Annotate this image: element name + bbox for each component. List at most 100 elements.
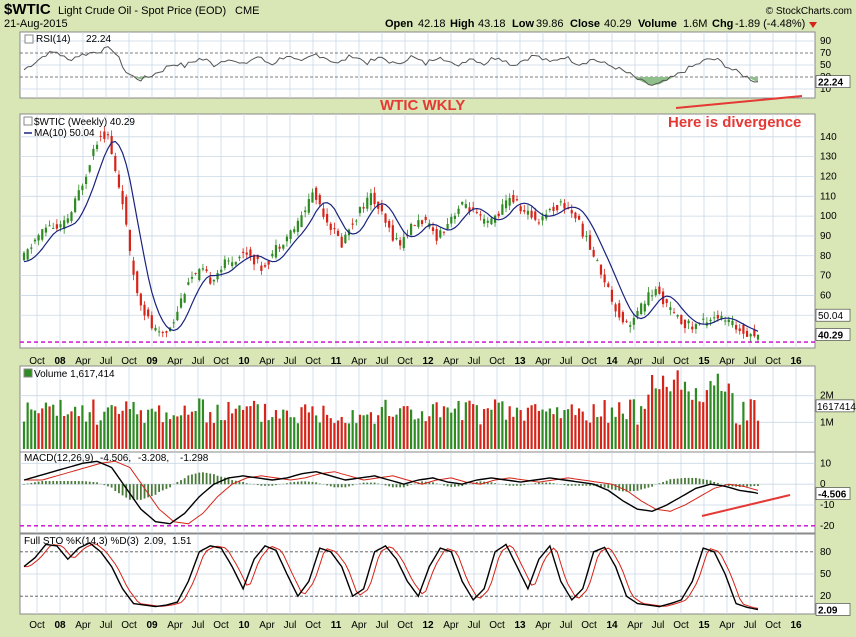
price-candle-up xyxy=(501,204,504,215)
close-label: Close xyxy=(570,18,600,30)
macd-histogram-bar xyxy=(516,484,518,486)
volume-bar-up xyxy=(347,423,351,449)
macd-histogram-bar xyxy=(475,481,478,485)
sto-tick-20: 20 xyxy=(820,591,832,602)
price-candle-up xyxy=(179,298,183,308)
volume-bar-down xyxy=(629,399,632,449)
macd-histogram-bar xyxy=(753,484,756,487)
macd-histogram-bar xyxy=(669,479,672,485)
macd-histogram-bar xyxy=(570,484,573,486)
header-date: 21-Aug-2015 xyxy=(4,18,68,30)
macd-histogram-bar xyxy=(289,482,292,485)
header-exchange: CME xyxy=(235,5,259,17)
volume-bar-up xyxy=(30,409,33,449)
price-candle-down xyxy=(260,265,263,271)
macd-histogram-bar xyxy=(705,479,708,485)
macd-histogram-bar xyxy=(121,484,124,496)
price-candle-down xyxy=(55,224,58,229)
volume-bar-up xyxy=(315,415,318,449)
volume-bar-down xyxy=(377,415,380,449)
volume-bar-down xyxy=(92,399,95,449)
volume-bar-down xyxy=(705,390,708,449)
macd-histogram-bar xyxy=(749,484,752,487)
volume-bar-down xyxy=(311,406,314,449)
x-label-12: 12 xyxy=(422,620,434,631)
volume-bar-up xyxy=(683,381,687,449)
volume-tick-1M: 1M xyxy=(820,417,834,428)
macd-histogram-bar xyxy=(191,474,193,485)
volume-bar-up xyxy=(66,414,69,449)
rsi-tick-50: 50 xyxy=(820,60,832,71)
price-candle-up xyxy=(88,165,91,172)
macd-histogram-bar xyxy=(59,481,62,485)
volume-bar-down xyxy=(325,414,329,449)
ma-value-box xyxy=(815,308,851,322)
volume-bar-down xyxy=(698,401,701,449)
price-candle-down xyxy=(658,286,661,294)
price-candle-up xyxy=(74,198,77,213)
macd-histogram-bar xyxy=(125,484,128,498)
x-label-Apr: Apr xyxy=(443,356,459,367)
volume-bar-up xyxy=(497,402,500,449)
price-candle-up xyxy=(234,261,237,265)
volume-bar-down xyxy=(749,399,752,449)
volume-bar-up xyxy=(716,373,719,449)
macd-histogram-bar xyxy=(413,483,416,485)
x-label-Jul: Jul xyxy=(744,356,757,367)
price-candle-up xyxy=(464,204,467,208)
price-candle-down xyxy=(530,210,533,218)
price-candle-down xyxy=(665,299,668,304)
macd-title-hist: -1.298 xyxy=(180,453,209,464)
macd-histogram-bar xyxy=(158,484,161,492)
price-candle-down xyxy=(552,206,555,211)
price-candle-up xyxy=(81,185,84,191)
price-candle-down xyxy=(391,225,394,241)
volume-bar-down xyxy=(245,406,248,449)
volume-bar-up xyxy=(318,422,321,449)
price-candle-up xyxy=(395,238,398,240)
volume-bar-up xyxy=(271,417,274,449)
macd-histogram-bar xyxy=(388,484,391,487)
x-label-Apr: Apr xyxy=(719,356,735,367)
macd-histogram-bar xyxy=(640,484,643,490)
x-label-Apr: Apr xyxy=(167,620,183,631)
price-candle-down xyxy=(610,289,614,302)
volume-bar-up xyxy=(179,415,183,449)
volume-bar-down xyxy=(304,404,307,449)
price-candle-up xyxy=(48,225,51,227)
macd-histogram-bar xyxy=(687,477,690,485)
macd-histogram-bar xyxy=(410,484,412,485)
rsi-tick-90: 90 xyxy=(820,36,832,47)
price-candle-down xyxy=(442,231,446,233)
volume-bar-down xyxy=(588,422,592,449)
price-candle-up xyxy=(37,235,40,241)
open-label: Open xyxy=(385,18,413,30)
last-value-box xyxy=(815,75,851,88)
volume-bar-down xyxy=(329,418,332,449)
macd-histogram-bar xyxy=(673,478,675,485)
rsi-divergence-line xyxy=(675,95,803,109)
macd-histogram-bar xyxy=(202,472,204,485)
x-label-Jul: Jul xyxy=(192,356,205,367)
price-candle-up xyxy=(676,315,679,317)
macd-histogram-bar xyxy=(132,484,135,500)
price-candle-down xyxy=(114,155,117,172)
price-candle-down xyxy=(523,209,526,212)
last-value-label: -4.506 xyxy=(818,490,847,501)
volume-bar-down xyxy=(402,406,405,449)
volume-bar-down xyxy=(285,410,289,449)
price-candle-up xyxy=(559,201,562,203)
macd-histogram-bar xyxy=(621,484,624,492)
volume-bar-down xyxy=(483,409,486,449)
x-label-Jul: Jul xyxy=(744,620,757,631)
macd-histogram-bar xyxy=(300,481,303,485)
macd-histogram-bar xyxy=(603,484,606,488)
macd-histogram-bar xyxy=(136,484,139,500)
macd-divergence-line xyxy=(701,494,791,517)
last-value-label: 40.29 xyxy=(818,331,843,342)
volume-bar-up xyxy=(548,408,551,449)
volume-bar-down xyxy=(190,411,194,449)
x-label-10: 10 xyxy=(238,620,250,631)
volume-bar-down xyxy=(574,415,577,449)
